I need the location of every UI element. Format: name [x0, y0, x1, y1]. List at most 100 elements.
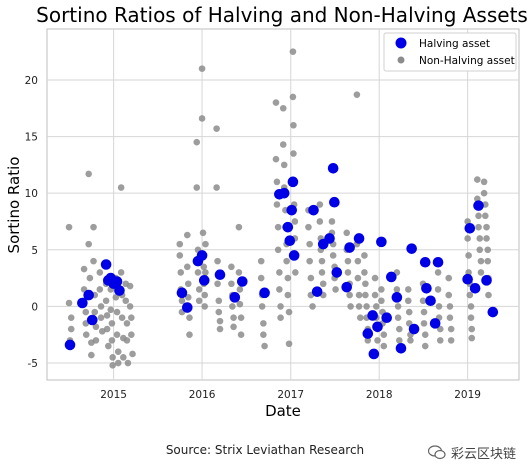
non-halving-point — [230, 323, 237, 331]
non-halving-point — [114, 348, 122, 355]
non-halving-point — [289, 93, 297, 101]
non-halving-point — [82, 331, 90, 339]
non-halving-point — [361, 269, 368, 276]
non-halving-point — [344, 269, 352, 276]
non-halving-point — [407, 337, 414, 344]
legend-marker-halving — [395, 37, 407, 49]
non-halving-point — [124, 359, 132, 367]
non-halving-point — [272, 99, 280, 106]
plot-area — [46, 28, 520, 381]
halving-point — [368, 348, 380, 360]
halving-point — [100, 259, 112, 270]
non-halving-point — [284, 274, 292, 282]
source-note: Source: Strix Leviathan Research — [165, 443, 365, 457]
halving-point — [473, 200, 484, 211]
chat-bubble-icon — [427, 445, 446, 460]
non-halving-point — [198, 115, 206, 122]
non-halving-point — [484, 257, 492, 265]
non-halving-point — [202, 240, 209, 248]
non-halving-point — [123, 320, 131, 327]
non-halving-point — [113, 308, 121, 316]
halving-point — [406, 243, 417, 254]
non-halving-point — [467, 314, 475, 322]
non-halving-point — [237, 331, 245, 339]
non-halving-point — [289, 48, 297, 55]
non-halving-point — [290, 150, 297, 157]
y-tick-label: -5 — [28, 358, 38, 370]
halving-point — [198, 275, 210, 286]
grid — [47, 29, 519, 380]
non-halving-point — [228, 263, 235, 271]
non-halving-point — [446, 303, 454, 310]
halving-point — [284, 235, 296, 247]
y-tick-label: 5 — [31, 245, 38, 257]
non-halving-point — [380, 331, 388, 339]
non-halving-point — [484, 246, 492, 254]
non-halving-point — [274, 246, 282, 254]
halving-point — [341, 281, 353, 293]
non-halving-point — [123, 337, 131, 344]
non-halving-point — [230, 314, 237, 322]
non-halving-point — [420, 320, 428, 327]
non-halving-point — [118, 314, 126, 322]
non-halving-point — [362, 280, 369, 288]
non-halving-point — [292, 269, 299, 276]
x-axis-label: Date — [265, 402, 301, 420]
non-halving-point — [228, 280, 235, 288]
non-halving-point — [485, 291, 492, 299]
non-halving-point — [434, 269, 442, 276]
non-halving-point — [235, 269, 243, 276]
halving-point — [236, 276, 248, 287]
non-halving-point — [184, 294, 192, 301]
non-halving-point — [177, 269, 185, 276]
halving-point — [362, 328, 374, 339]
non-halving-point — [213, 125, 220, 132]
halving-point — [327, 162, 339, 174]
legend-label-non-halving: Non-Halving asset — [419, 55, 515, 67]
x-tick-label: 2017 — [277, 389, 304, 401]
legend-box — [383, 32, 517, 72]
non-halving-point — [215, 297, 223, 305]
halving-point — [462, 273, 473, 285]
watermark: 彩云区块链 — [427, 443, 516, 462]
non-halving-point — [280, 161, 288, 169]
y-axis-label: Sortino Ratio — [5, 157, 23, 254]
non-halving-point — [272, 155, 280, 163]
non-halving-point — [67, 314, 75, 322]
non-halving-point — [126, 282, 134, 290]
non-halving-point — [97, 303, 105, 310]
non-halving-point — [276, 269, 283, 276]
non-halving-point — [279, 104, 287, 112]
non-halving-point — [404, 286, 412, 293]
halving-point — [421, 282, 432, 294]
halving-point — [87, 314, 98, 326]
non-halving-point — [483, 223, 490, 231]
halving-point — [114, 285, 125, 296]
non-halving-point — [91, 308, 99, 316]
halving-point — [324, 233, 335, 244]
non-halving-point — [176, 252, 184, 259]
non-halving-point — [421, 342, 429, 350]
non-halving-point — [355, 291, 363, 299]
non-halving-point — [447, 325, 455, 333]
non-halving-point — [332, 286, 339, 293]
non-halving-point — [396, 337, 403, 344]
non-halving-point — [447, 337, 455, 344]
halving-point — [111, 276, 123, 287]
non-halving-point — [103, 312, 111, 319]
non-halving-point — [404, 297, 412, 305]
non-halving-point — [346, 291, 353, 299]
non-halving-point — [237, 314, 245, 322]
non-halving-point — [92, 337, 100, 344]
non-halving-point — [122, 297, 130, 305]
non-halving-point — [65, 223, 73, 231]
non-halving-point — [112, 294, 120, 301]
non-halving-point — [113, 331, 121, 339]
y-tick-label: 0 — [31, 301, 38, 313]
non-halving-point — [103, 325, 111, 333]
non-halving-point — [420, 308, 428, 316]
non-halving-point — [90, 257, 97, 265]
non-halving-point — [356, 314, 364, 322]
non-halving-point — [80, 265, 88, 273]
